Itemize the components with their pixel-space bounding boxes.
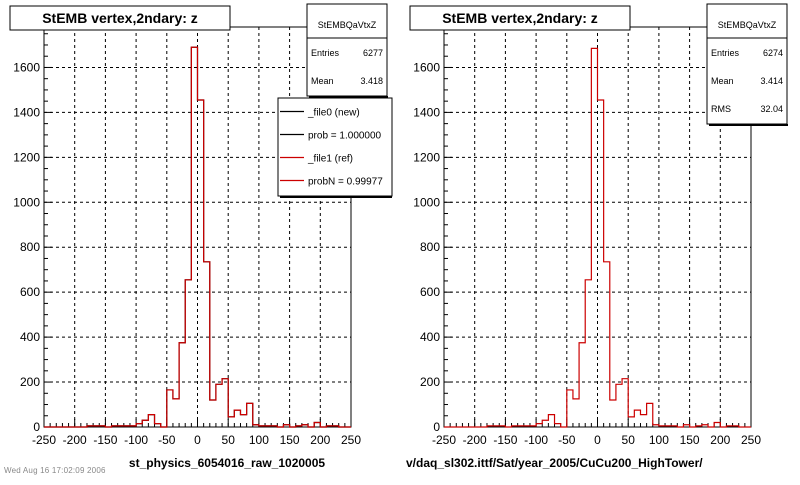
stats-label: Entries: [711, 48, 740, 58]
x-tick-label: 100: [649, 433, 669, 447]
y-tick-label: 1000: [413, 195, 440, 209]
x-tick-label: -200: [63, 433, 87, 447]
y-tick-label: 1600: [413, 60, 440, 74]
y-tick-label: 600: [20, 285, 40, 299]
x-tick-label: 50: [622, 433, 636, 447]
stats-label: Mean: [711, 76, 734, 86]
y-tick-label: 800: [20, 240, 40, 254]
x-tick-label: 100: [249, 433, 269, 447]
x-axis-label: st_physics_6054016_raw_1020005: [129, 456, 325, 470]
x-tick-label: 200: [710, 433, 730, 447]
x-tick-label: -50: [558, 433, 576, 447]
stats-label: Mean: [311, 76, 334, 86]
y-tick-label: 0: [433, 420, 440, 434]
title-box: [9, 5, 231, 31]
stats-value: 3.418: [360, 76, 383, 86]
histogram-new-canvas: -250 -200 -150 -100 -50 0 50 100 150 200 250 0 200 40…: [9, 3, 393, 470]
x-axis-label: v/daq_sl302.ittf/Sat/year_2005/CuCu200_H…: [406, 456, 703, 470]
legend-label: probN = 0.99977: [308, 177, 383, 188]
stats-value: 3.414: [760, 76, 783, 86]
x-tick-label: 0: [594, 433, 601, 447]
legend-label: _file0 (new): [307, 108, 360, 119]
stats-name: StEMBQaVtxZ: [318, 20, 377, 30]
stats-name: StEMBQaVtxZ: [718, 20, 777, 30]
histogram-series-2: [44, 46, 351, 428]
y-tick-label: 1400: [413, 105, 440, 119]
y-tick-label: 200: [20, 375, 40, 389]
title-box: [409, 5, 631, 31]
x-tick-label: 50: [222, 433, 236, 447]
chart-title: StEMB vertex,2ndary: z: [42, 10, 198, 26]
y-tick-label: 0: [33, 420, 40, 434]
y-tick-label: 1000: [13, 195, 40, 209]
y-tick-label: 800: [420, 240, 440, 254]
legend-label: _file1 (ref): [307, 154, 353, 165]
stats-value: 32.04: [760, 104, 783, 114]
chart-title: StEMB vertex,2ndary: z: [442, 10, 598, 26]
histogram-ref-canvas: -250 -200 -150 -100 -50 0 50 100 150 200 250 0 200 40…: [406, 3, 788, 470]
footer-note: Wed Aug 16 17:02:09 2006: [4, 466, 106, 475]
x-tick-label: -250: [32, 433, 56, 447]
y-tick-label: 400: [420, 330, 440, 344]
stats-value: 6277: [363, 48, 383, 58]
y-tick-label: 1400: [13, 105, 40, 119]
y-tick-label: 400: [20, 330, 40, 344]
y-tick-label: 600: [420, 285, 440, 299]
x-tick-label: -50: [158, 433, 176, 447]
x-tick-label: -100: [524, 433, 548, 447]
x-tick-label: 0: [194, 433, 201, 447]
histogram-panel-ref: -250 -200 -150 -100 -50 0 50 100 150 200 250 0 200 40…: [400, 0, 800, 480]
legend-box: [277, 97, 393, 197]
stats-value: 6274: [763, 48, 783, 58]
y-tick-label: 1200: [13, 150, 40, 164]
x-tick-label: -200: [463, 433, 487, 447]
histogram-series-1: [444, 47, 751, 428]
stats-box: [706, 3, 788, 125]
histogram-panel-new: -250 -200 -150 -100 -50 0 50 100 150 200 250 0 200 40…: [0, 0, 400, 480]
stats-label: RMS: [711, 104, 731, 114]
y-tick-label: 1600: [13, 60, 40, 74]
y-tick-label: 200: [420, 375, 440, 389]
x-tick-label: 250: [741, 433, 761, 447]
stats-box: [306, 3, 388, 97]
x-tick-label: -150: [93, 433, 117, 447]
y-tick-label: 1200: [413, 150, 440, 164]
x-tick-label: 150: [280, 433, 300, 447]
stats-label: Entries: [311, 48, 340, 58]
legend-label: prob = 1.000000: [308, 131, 382, 142]
x-tick-label: -150: [493, 433, 517, 447]
x-tick-label: 200: [310, 433, 330, 447]
x-tick-label: -100: [124, 433, 148, 447]
x-tick-label: 250: [341, 433, 361, 447]
x-tick-label: 150: [680, 433, 700, 447]
x-tick-label: -250: [432, 433, 456, 447]
